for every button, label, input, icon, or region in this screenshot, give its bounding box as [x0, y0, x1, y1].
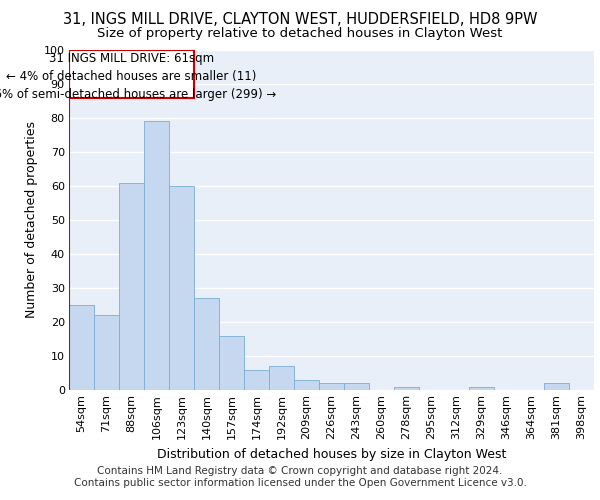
Bar	[544, 383, 569, 390]
Bar	[94, 315, 119, 390]
Bar	[269, 366, 294, 390]
Bar	[119, 182, 144, 390]
Text: 31, INGS MILL DRIVE, CLAYTON WEST, HUDDERSFIELD, HD8 9PW: 31, INGS MILL DRIVE, CLAYTON WEST, HUDDE…	[63, 12, 537, 28]
Bar	[219, 336, 244, 390]
X-axis label: Distribution of detached houses by size in Clayton West: Distribution of detached houses by size …	[157, 448, 506, 460]
Bar	[194, 298, 219, 390]
Text: 31 INGS MILL DRIVE: 61sqm
← 4% of detached houses are smaller (11)
96% of semi-d: 31 INGS MILL DRIVE: 61sqm ← 4% of detach…	[0, 52, 276, 100]
Bar	[144, 122, 169, 390]
Bar	[319, 383, 344, 390]
Y-axis label: Number of detached properties: Number of detached properties	[25, 122, 38, 318]
Bar	[69, 50, 194, 98]
Bar	[69, 305, 94, 390]
Text: Size of property relative to detached houses in Clayton West: Size of property relative to detached ho…	[97, 28, 503, 40]
Bar	[344, 383, 369, 390]
Bar	[469, 386, 494, 390]
Bar	[244, 370, 269, 390]
Bar	[294, 380, 319, 390]
Bar	[169, 186, 194, 390]
Text: Contains HM Land Registry data © Crown copyright and database right 2024.
Contai: Contains HM Land Registry data © Crown c…	[74, 466, 526, 487]
Bar	[394, 386, 419, 390]
